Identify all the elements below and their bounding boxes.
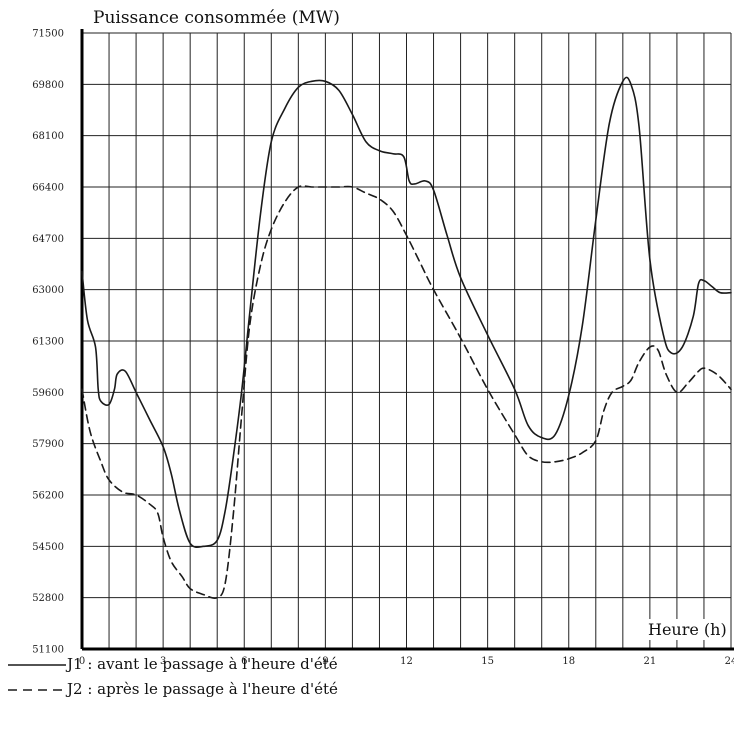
x-tick-label: 3: [160, 656, 166, 667]
x-tick-label: 24: [725, 656, 734, 667]
y-tick-label: 51100: [32, 645, 64, 656]
x-axis-label-background: [646, 619, 729, 640]
y-tick-label: 52800: [32, 593, 64, 604]
y-tick-label: 56200: [32, 491, 64, 502]
grid: [81, 32, 732, 650]
y-axis-label-background: [91, 7, 342, 29]
y-axis-label: Puissance consommée (MW): [93, 8, 340, 28]
tick-labels: 51100 52800 54500 56200 57900 59600 61300 63000…: [32, 29, 734, 668]
y-tick-label: 61300: [32, 337, 64, 348]
legend-label-j1: J1 : avant le passage à l'heure d'été: [65, 655, 338, 673]
y-tick-label: 66400: [32, 183, 64, 194]
x-tick-label: 12: [400, 656, 413, 667]
series: [81, 76, 732, 600]
y-tick-label: 69800: [32, 80, 64, 91]
y-tick-label: 71500: [32, 29, 64, 40]
y-tick-label: 63000: [32, 285, 64, 296]
y-tick-label: 59600: [32, 388, 64, 399]
legend: J1 : avant le passage à l'heure d'été J2…: [8, 655, 338, 698]
x-tick-label: 15: [481, 656, 494, 667]
y-tick-label: 64700: [32, 234, 64, 245]
series-line-j1: [81, 76, 732, 549]
x-axis-label: Heure (h): [648, 620, 727, 639]
x-tick-label: 18: [562, 656, 575, 667]
legend-label-j2: J2 : après le passage à l'heure d'été: [65, 680, 338, 698]
axes: [80, 29, 734, 651]
x-tick-label: 6: [241, 656, 247, 667]
x-tick-label: 0: [79, 656, 85, 667]
y-tick-label: 54500: [32, 542, 64, 553]
y-tick-label: 68100: [32, 131, 64, 142]
x-tick-label: 9: [322, 656, 328, 667]
series-line-j2: [81, 185, 732, 600]
x-tick-label: 21: [644, 656, 657, 667]
y-tick-label: 57900: [32, 439, 64, 450]
